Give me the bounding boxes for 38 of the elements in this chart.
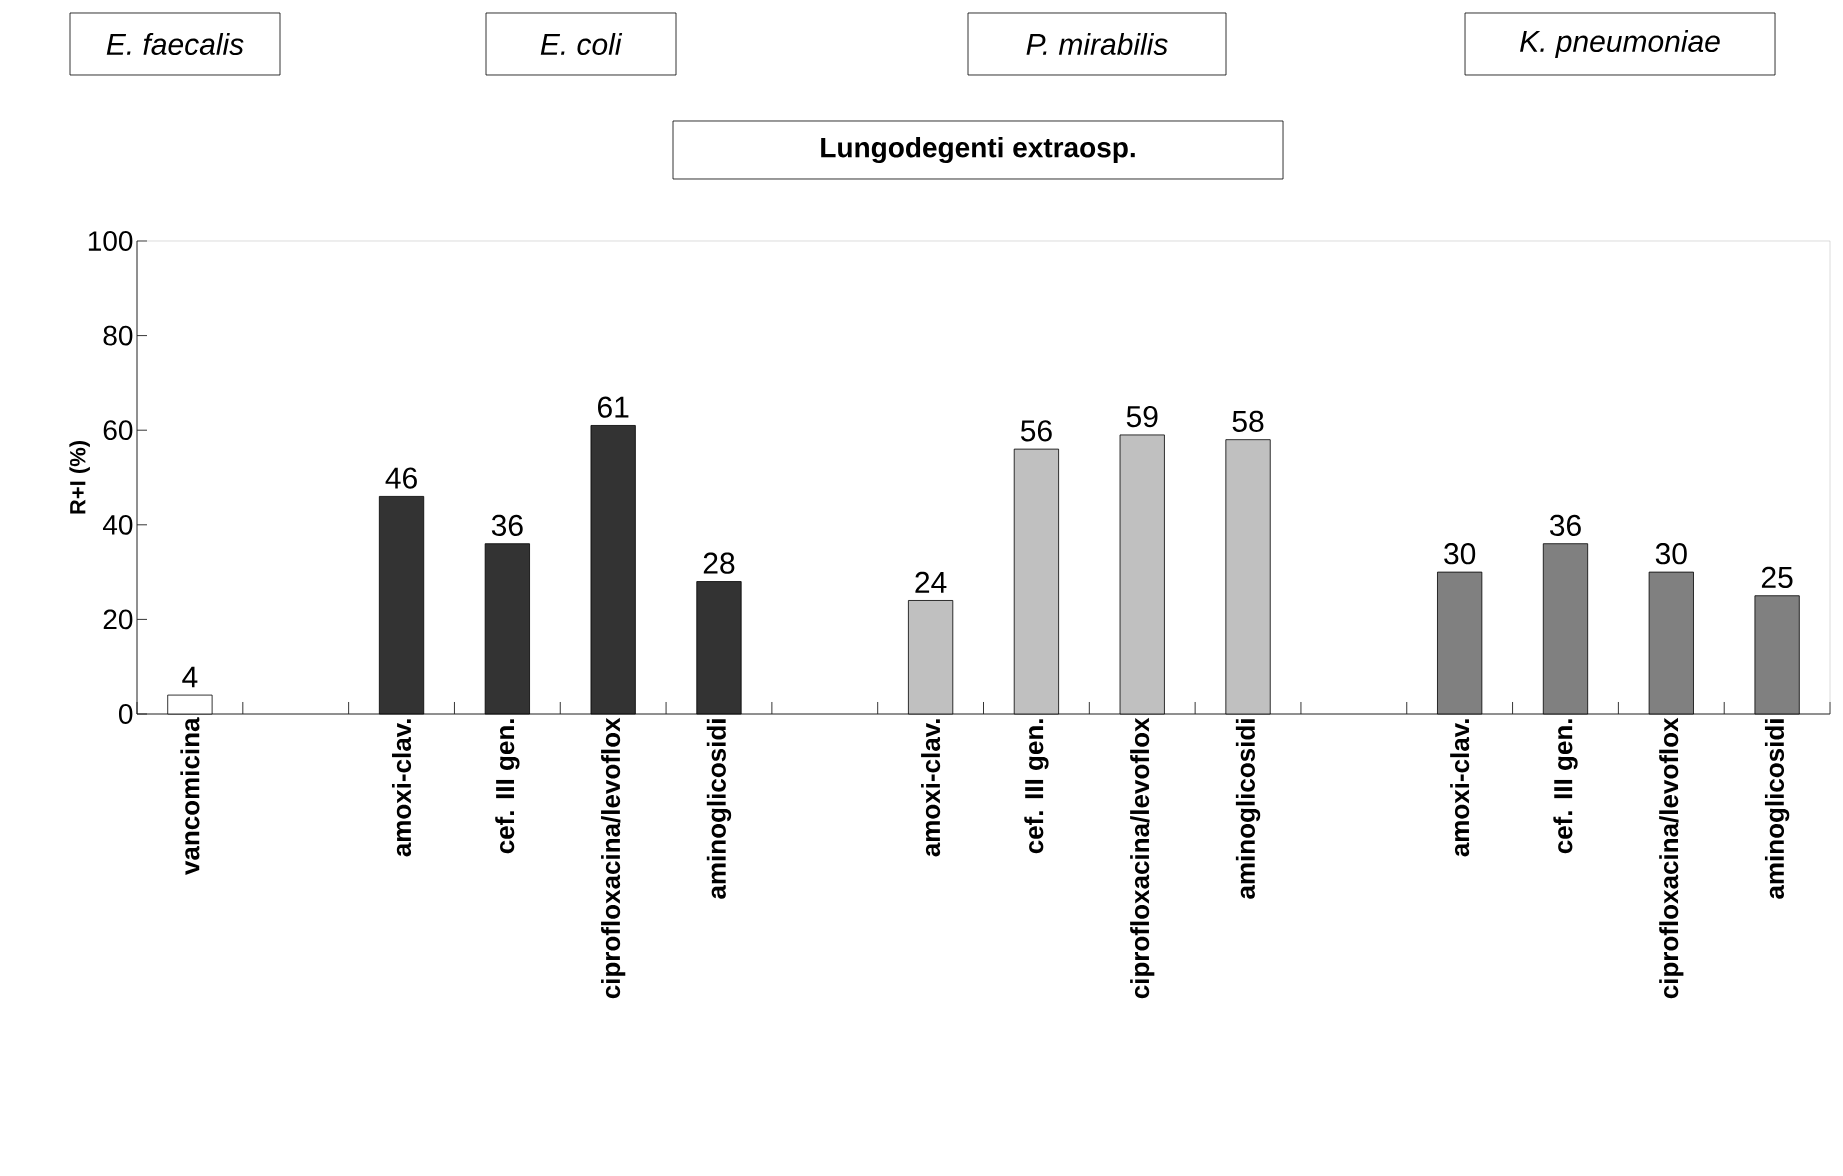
x-tick-label: amoxi-clav. (921, 719, 941, 857)
data-label: 4 (182, 666, 198, 688)
data-label: 59 (1126, 405, 1158, 428)
text: E. faecalis (106, 32, 244, 56)
data-label: 28 (703, 552, 735, 574)
x-tick-label: amoxi-clav. (1450, 719, 1470, 857)
data-label: 46 (385, 467, 417, 489)
data-label: 30 (1655, 543, 1687, 565)
x-tick-label: aminoglicosidi (706, 719, 732, 899)
x-tick-label: aminoglicosidi (1764, 719, 1790, 899)
y-tick-label: 20 (103, 609, 133, 630)
data-label: 61 (598, 396, 629, 418)
text: P. mirabilis (1026, 32, 1168, 56)
x-tick-label: ciprofloxacina/levoflox (1130, 717, 1155, 999)
x-tick-label: ciprofloxacina/levoflox (1659, 717, 1684, 999)
y-tick-label: 100 (88, 231, 133, 251)
text: K. pneumoniae (1520, 30, 1720, 58)
chart-title: Lungodegenti extraosp. (821, 136, 1135, 164)
data-label: 36 (491, 514, 523, 536)
x-tick-label: ciprofloxacina/levoflox (601, 717, 626, 999)
x-tick-label: amoxi-clav. (392, 719, 412, 857)
x-tick-label: vancomicina (180, 717, 200, 875)
data-label: 58 (1232, 410, 1264, 432)
y-tick-label: 60 (103, 420, 133, 441)
x-tick-label: aminoglicosidi (1235, 719, 1261, 899)
data-label: 25 (1761, 566, 1793, 589)
data-label: 56 (1020, 420, 1052, 442)
data-label: 36 (1549, 514, 1581, 536)
x-tick-label: cef. III gen. (1024, 719, 1049, 854)
x-tick-label: cef. III gen. (1553, 719, 1578, 854)
x-tick-label: cef. III gen. (495, 719, 520, 854)
y-tick-label: 80 (103, 325, 133, 346)
y-tick-label: 0 (119, 704, 133, 724)
text: E. coli (540, 32, 623, 56)
data-label: 30 (1444, 543, 1476, 565)
data-label: 24 (915, 571, 947, 593)
y-tick-label: 40 (102, 514, 133, 535)
y-axis-title: R+I (%) (69, 441, 90, 514)
